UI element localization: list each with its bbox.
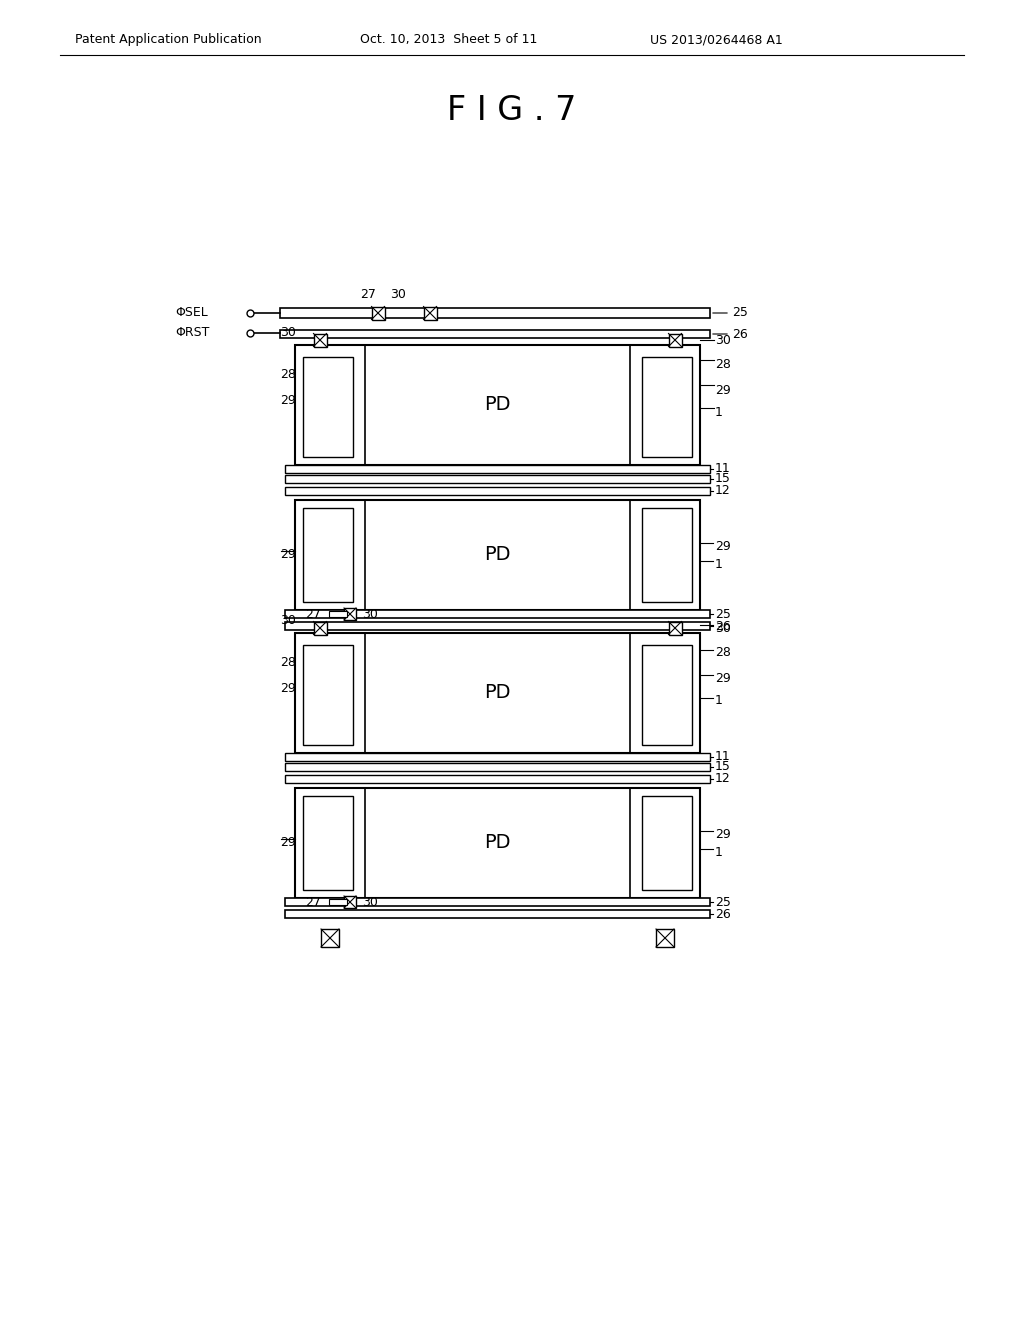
Text: 15: 15: [715, 473, 731, 486]
Text: F I G . 7: F I G . 7: [447, 94, 577, 127]
Text: 25: 25: [715, 895, 731, 908]
Text: 30: 30: [362, 607, 378, 620]
Bar: [656, 929, 674, 946]
Text: 27: 27: [360, 289, 376, 301]
Bar: [280, 330, 710, 338]
Bar: [372, 306, 384, 319]
Text: 29: 29: [280, 393, 296, 407]
Bar: [669, 622, 682, 635]
Bar: [424, 306, 436, 319]
Text: 1: 1: [715, 694, 723, 708]
Bar: [642, 356, 692, 457]
Bar: [321, 929, 339, 946]
Text: 30: 30: [280, 326, 296, 339]
Text: Patent Application Publication: Patent Application Publication: [75, 33, 261, 46]
Text: 26: 26: [732, 327, 748, 341]
Bar: [285, 909, 710, 917]
Bar: [295, 634, 700, 752]
Text: 30: 30: [280, 615, 296, 627]
Text: 11: 11: [715, 462, 731, 475]
Text: 15: 15: [715, 760, 731, 774]
Text: 25: 25: [732, 306, 748, 319]
Text: 28: 28: [715, 359, 731, 371]
Text: 29: 29: [715, 829, 731, 842]
Bar: [303, 645, 353, 744]
Text: 26: 26: [715, 908, 731, 920]
Text: 29: 29: [715, 540, 731, 553]
Bar: [285, 487, 710, 495]
Bar: [295, 788, 700, 898]
Text: 30: 30: [715, 334, 731, 346]
Text: 27: 27: [305, 607, 321, 620]
Text: 30: 30: [715, 622, 731, 635]
Bar: [642, 508, 692, 602]
Bar: [344, 609, 356, 620]
Bar: [285, 610, 710, 618]
Text: 11: 11: [715, 751, 731, 763]
Bar: [303, 508, 353, 602]
Bar: [642, 645, 692, 744]
Text: Oct. 10, 2013  Sheet 5 of 11: Oct. 10, 2013 Sheet 5 of 11: [360, 33, 538, 46]
Text: 27: 27: [305, 895, 321, 908]
Text: 29: 29: [280, 549, 296, 561]
Bar: [285, 775, 710, 783]
Bar: [285, 622, 710, 630]
Text: 1: 1: [715, 407, 723, 420]
Bar: [285, 763, 710, 771]
Text: 1: 1: [715, 558, 723, 572]
Bar: [303, 356, 353, 457]
Text: 29: 29: [715, 672, 731, 685]
Text: ΦRST: ΦRST: [175, 326, 209, 339]
Bar: [285, 752, 710, 762]
Text: PD: PD: [484, 833, 511, 853]
Text: 1: 1: [715, 846, 723, 859]
Bar: [280, 308, 710, 318]
Text: PD: PD: [484, 545, 511, 565]
Text: 30: 30: [362, 895, 378, 908]
Text: 29: 29: [280, 681, 296, 694]
Bar: [642, 796, 692, 890]
Bar: [313, 622, 327, 635]
Text: 28: 28: [715, 647, 731, 660]
Text: 28: 28: [280, 368, 296, 381]
Bar: [285, 898, 710, 906]
Bar: [669, 334, 682, 346]
Bar: [329, 611, 347, 616]
Text: ΦSEL: ΦSEL: [175, 306, 208, 319]
Bar: [295, 345, 700, 465]
Text: 28: 28: [280, 656, 296, 669]
Text: 12: 12: [715, 772, 731, 785]
Bar: [285, 475, 710, 483]
Text: PD: PD: [484, 396, 511, 414]
Text: 25: 25: [715, 607, 731, 620]
Bar: [303, 796, 353, 890]
Text: 30: 30: [390, 289, 406, 301]
Bar: [313, 334, 327, 346]
Text: PD: PD: [484, 684, 511, 702]
Bar: [295, 500, 700, 610]
Bar: [344, 896, 356, 908]
Text: 12: 12: [715, 484, 731, 498]
Text: US 2013/0264468 A1: US 2013/0264468 A1: [650, 33, 782, 46]
Text: 29: 29: [715, 384, 731, 396]
Bar: [285, 465, 710, 473]
Bar: [329, 899, 347, 906]
Text: 26: 26: [715, 619, 731, 632]
Text: 29: 29: [280, 837, 296, 850]
